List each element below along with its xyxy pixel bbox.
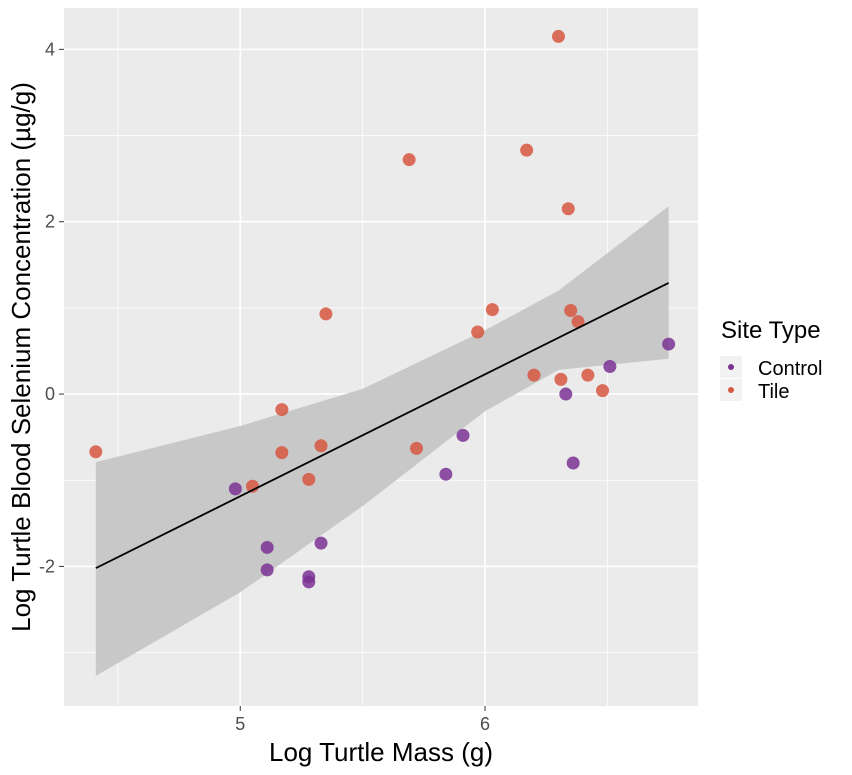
regression-line <box>95 282 670 569</box>
x-tick-label: 6 <box>480 714 490 734</box>
data-point-control <box>566 456 580 470</box>
data-point-tile <box>485 303 499 317</box>
data-point-tile <box>402 153 416 167</box>
legend: Site Type Control Tile <box>720 317 822 403</box>
data-point-control <box>603 359 617 373</box>
data-point-tile <box>561 202 575 216</box>
data-point-control <box>228 482 242 496</box>
data-point-tile <box>581 368 595 382</box>
data-point-control <box>260 540 274 554</box>
data-point-tile <box>520 143 534 157</box>
legend-swatch-control <box>728 364 734 370</box>
y-tick-label: 2 <box>45 212 55 232</box>
data-point-tile <box>275 403 289 417</box>
data-point-control <box>314 536 328 550</box>
legend-title: Site Type <box>721 317 821 344</box>
y-tick-label: -2 <box>39 556 55 576</box>
data-point-tile <box>564 303 578 317</box>
x-axis-title: Log Turtle Mass (g) <box>269 737 493 767</box>
data-point-tile <box>302 472 316 486</box>
confidence-ribbon <box>95 206 669 676</box>
data-point-tile <box>471 325 485 339</box>
y-axis-title: Log Turtle Blood Selenium Concentration … <box>6 82 36 632</box>
data-point-tile <box>554 372 568 386</box>
data-point-control <box>302 575 316 589</box>
axis-ticks: 5 6 -2 0 2 4 <box>39 39 490 734</box>
data-point-tile <box>596 384 610 398</box>
data-point-tile <box>551 29 565 43</box>
data-point-control <box>260 563 274 577</box>
legend-label-tile: Tile <box>758 381 789 403</box>
data-point-control <box>662 337 676 351</box>
y-tick-label: 0 <box>45 384 55 404</box>
legend-swatch-tile <box>728 387 734 393</box>
data-point-tile <box>527 368 541 382</box>
data-point-control <box>559 387 573 401</box>
data-point-tile <box>571 315 585 329</box>
x-tick-label: 5 <box>235 714 245 734</box>
legend-label-control: Control <box>758 358 822 380</box>
data-point-tile <box>314 439 328 453</box>
data-point-control <box>439 467 453 481</box>
data-points <box>89 29 676 589</box>
data-point-tile <box>89 445 103 459</box>
data-point-tile <box>275 446 289 460</box>
data-point-tile <box>409 441 423 455</box>
data-point-tile <box>245 479 259 493</box>
y-tick-label: 4 <box>45 39 55 59</box>
data-point-tile <box>319 307 333 321</box>
data-point-control <box>456 428 470 442</box>
